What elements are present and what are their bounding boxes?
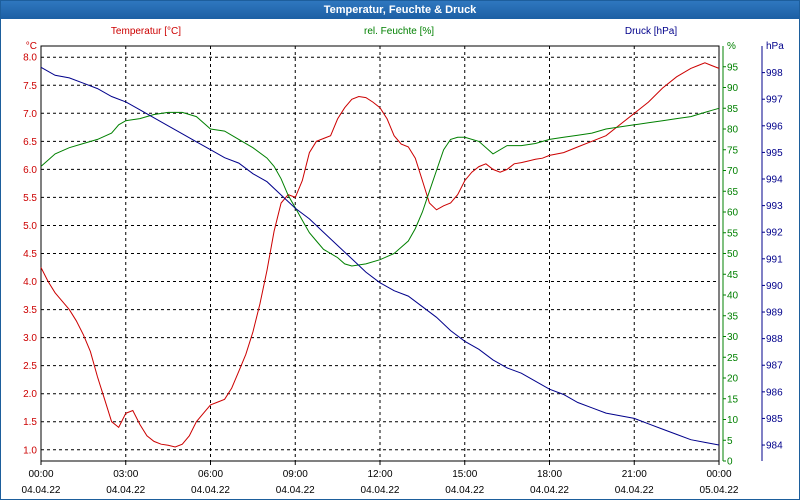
y-tick-pressure: 984 [766,441,783,452]
x-tick-date: 04.04.22 [22,485,61,496]
x-tick-time: 00:00 [28,469,53,480]
y-tick-humidity: 0 [727,457,733,468]
y-tick-humidity: 10 [727,415,739,426]
x-tick-time: 18:00 [537,469,562,480]
y-tick-humidity: 55 [727,228,739,239]
y-tick-humidity: 60 [727,208,739,219]
y-tick-pressure: 993 [766,201,783,212]
y-tick-pressure: 992 [766,228,783,239]
y-tick-temperature: 4.0 [23,277,37,288]
series-title-pressure: Druck [hPa] [625,26,677,37]
y-tick-pressure: 994 [766,175,783,186]
y-tick-pressure: 991 [766,254,783,265]
x-tick-time: 03:00 [113,469,138,480]
x-tick-time: 06:00 [198,469,223,480]
y-tick-temperature: 3.0 [23,333,37,344]
y-tick-temperature: 6.5 [23,137,37,148]
y-tick-humidity: 5 [727,436,733,447]
series-line-humidity [40,107,720,267]
x-tick-date: 04.04.22 [191,485,230,496]
y-tick-temperature: 8.0 [23,53,37,64]
y-tick-temperature: 2.5 [23,361,37,372]
x-tick-date: 04.04.22 [445,485,484,496]
series-line-pressure [40,66,720,446]
x-tick-date: 04.04.22 [106,485,145,496]
x-tick-date: 05.04.22 [700,485,739,496]
x-tick-time: 21:00 [622,469,647,480]
y-tick-temperature: 7.5 [23,81,37,92]
y-tick-humidity: 85 [727,104,739,115]
y-unit-humidity: % [727,41,736,52]
y-tick-temperature: 5.5 [23,193,37,204]
y-tick-pressure: 986 [766,387,783,398]
series-title-temperature: Temperatur [°C] [111,26,181,37]
y-tick-pressure: 996 [766,121,783,132]
y-tick-humidity: 45 [727,270,739,281]
y-tick-humidity: 20 [727,374,739,385]
y-tick-temperature: 3.5 [23,305,37,316]
y-tick-humidity: 95 [727,62,739,73]
y-tick-pressure: 987 [766,361,783,372]
x-tick-time: 12:00 [367,469,392,480]
y-tick-temperature: 7.0 [23,109,37,120]
y-tick-humidity: 15 [727,394,739,405]
y-tick-humidity: 30 [727,332,739,343]
y-tick-humidity: 50 [727,249,739,260]
series-title-humidity: rel. Feuchte [%] [364,26,434,37]
x-tick-time: 00:00 [706,469,731,480]
y-tick-pressure: 990 [766,281,783,292]
y-tick-humidity: 25 [727,353,739,364]
y-tick-humidity: 75 [727,145,739,156]
y-tick-temperature: 1.5 [23,417,37,428]
x-tick-date: 04.04.22 [530,485,569,496]
y-unit-pressure: hPa [766,41,784,52]
x-tick-date: 04.04.22 [615,485,654,496]
x-tick-date: 04.04.22 [276,485,315,496]
y-tick-pressure: 998 [766,68,783,79]
x-tick-date: 04.04.22 [361,485,400,496]
y-tick-pressure: 995 [766,148,783,159]
y-tick-temperature: 4.5 [23,249,37,260]
y-unit-temperature: °C [26,41,37,52]
y-tick-humidity: 65 [727,187,739,198]
x-tick-time: 09:00 [283,469,308,480]
y-tick-humidity: 40 [727,291,739,302]
y-tick-humidity: 35 [727,311,739,322]
y-tick-temperature: 5.0 [23,221,37,232]
y-tick-pressure: 985 [766,414,783,425]
x-tick-time: 15:00 [452,469,477,480]
y-tick-temperature: 1.0 [23,445,37,456]
y-tick-pressure: 989 [766,308,783,319]
y-tick-humidity: 80 [727,125,739,136]
y-tick-temperature: 2.0 [23,389,37,400]
window-title: Temperatur, Feuchte & Druck [1,1,799,19]
y-tick-pressure: 988 [766,334,783,345]
y-tick-humidity: 70 [727,166,739,177]
y-tick-pressure: 997 [766,95,783,106]
y-tick-humidity: 90 [727,83,739,94]
series-line-temperature [40,62,720,448]
y-tick-temperature: 6.0 [23,165,37,176]
